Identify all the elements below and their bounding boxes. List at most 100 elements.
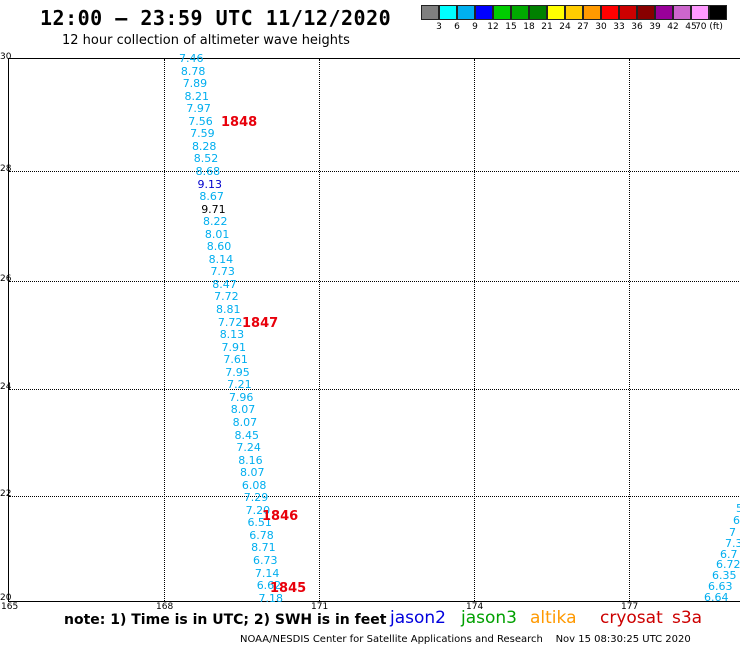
lon-gridline xyxy=(474,59,475,601)
scale-label: 45 xyxy=(685,22,697,32)
wave-height-value: 8.81 xyxy=(216,303,241,316)
wave-height-value: 6.72 xyxy=(716,558,740,571)
wave-height-value: 7.89 xyxy=(182,77,208,91)
wave-height-value: 8.47 xyxy=(212,277,237,291)
wave-height-value: 7.61 xyxy=(223,353,248,367)
scale-label: 3 xyxy=(436,22,442,32)
wave-height-value: 8.52 xyxy=(193,152,219,166)
scale-label: 12 xyxy=(487,22,499,32)
lat-label: 20 xyxy=(0,593,12,603)
legend-s3a: s3a xyxy=(672,608,703,628)
scale-swatch xyxy=(709,5,727,20)
wave-height-value: 7.46 xyxy=(179,52,204,65)
pass-label: 1845 xyxy=(270,581,307,596)
wave-height-value: 7.96 xyxy=(228,390,254,404)
scale-swatch xyxy=(601,5,619,20)
wave-height-value: 7.20 xyxy=(245,503,271,517)
lat-label: 22 xyxy=(0,489,12,499)
wave-height-value: 8.78 xyxy=(180,64,206,78)
units-note: note: 1) Time is in UTC; 2) SWH is in fe… xyxy=(64,612,387,628)
lat-label: 30 xyxy=(0,52,12,62)
scale-label: 39 xyxy=(649,22,661,32)
wave-height-value: 6 xyxy=(733,514,740,527)
scale-label: 6 xyxy=(454,22,460,32)
wave-height-value: 7.14 xyxy=(254,566,280,580)
wave-height-value: 9.71 xyxy=(201,202,226,216)
wave-height-value: 7.56 xyxy=(188,114,213,128)
wave-height-value: 8.13 xyxy=(219,328,245,342)
wave-height-value: 8.67 xyxy=(199,190,224,204)
scale-label: 18 xyxy=(523,22,535,32)
wave-height-value: 7.29 xyxy=(243,491,269,505)
pass-label: 1846 xyxy=(262,509,299,524)
wave-height-value: 7.73 xyxy=(210,265,235,279)
wave-height-value: 8.07 xyxy=(232,415,258,429)
footer-credit: NOAA/NESDIS Center for Satellite Applica… xyxy=(240,634,691,645)
scale-swatch xyxy=(439,5,457,20)
scale-swatch xyxy=(637,5,655,20)
lon-label: 177 xyxy=(621,602,639,612)
lat-gridline xyxy=(9,389,740,390)
wave-height-value: 8.60 xyxy=(206,240,232,254)
lat-gridline xyxy=(9,496,740,497)
scale-label: 24 xyxy=(559,22,571,32)
wave-height-value: 6.35 xyxy=(712,569,737,582)
credit-text: NOAA/NESDIS Center for Satellite Applica… xyxy=(240,634,543,645)
scale-label: 70 (ft) xyxy=(695,22,723,32)
wave-height-value: 8.07 xyxy=(240,466,265,480)
wave-height-value: 8.01 xyxy=(204,227,230,241)
lon-gridline xyxy=(319,59,320,601)
lon-label: 165 xyxy=(1,602,19,612)
map-plot-area xyxy=(8,58,740,602)
wave-height-value: 6.08 xyxy=(241,478,267,492)
timestamp-text: Nov 15 08:30:25 UTC 2020 xyxy=(555,634,691,645)
legend-altika: altika xyxy=(530,608,577,628)
scale-swatch xyxy=(475,5,493,20)
wave-height-value: 7.72 xyxy=(217,315,243,329)
color-scale xyxy=(421,5,727,20)
lon-label: 171 xyxy=(311,602,329,612)
scale-swatch xyxy=(547,5,565,20)
wave-height-value: 6.64 xyxy=(704,591,729,604)
wave-height-value: 5 xyxy=(736,502,740,515)
wave-height-value: 7 xyxy=(729,526,736,539)
legend-cryosat: cryosat xyxy=(600,608,663,628)
lat-label: 28 xyxy=(0,164,12,174)
scale-swatch xyxy=(655,5,673,20)
wave-height-value: 7.72 xyxy=(214,290,239,304)
scale-swatch xyxy=(511,5,529,20)
scale-swatch xyxy=(565,5,583,20)
pass-label: 1847 xyxy=(242,316,279,331)
scale-label: 33 xyxy=(613,22,625,32)
scale-label: 36 xyxy=(631,22,643,32)
wave-height-value: 6.62 xyxy=(256,579,282,593)
wave-height-value: 8.45 xyxy=(234,428,260,442)
wave-height-value: 7.3 xyxy=(725,537,740,550)
wave-height-value: 8.16 xyxy=(238,453,263,467)
scale-swatch xyxy=(673,5,691,20)
wave-height-value: 7.59 xyxy=(190,127,215,141)
scale-swatch xyxy=(493,5,511,20)
scale-swatch xyxy=(691,5,709,20)
wave-height-value: 7.21 xyxy=(227,378,252,392)
wave-height-value: 7.95 xyxy=(225,365,250,379)
scale-label: 42 xyxy=(667,22,679,32)
lon-label: 174 xyxy=(466,602,484,612)
legend-jason2: jason2 xyxy=(390,608,446,628)
scale-swatch xyxy=(457,5,475,20)
map-title: 12:00 – 23:59 UTC 11/12/2020 xyxy=(40,6,392,30)
wave-height-value: 8.68 xyxy=(195,164,221,178)
wave-height-value: 6.78 xyxy=(249,528,274,542)
lat-label: 26 xyxy=(0,274,12,284)
wave-height-value: 7.18 xyxy=(258,591,284,605)
map-subtitle: 12 hour collection of altimeter wave hei… xyxy=(62,33,350,48)
wave-height-value: 9.13 xyxy=(197,177,223,191)
wave-height-value: 6.7 xyxy=(720,548,738,561)
lon-gridline xyxy=(629,59,630,601)
lat-label: 24 xyxy=(0,382,12,392)
lat-gridline xyxy=(9,281,740,282)
wave-height-value: 8.07 xyxy=(230,403,256,417)
wave-height-value: 7.97 xyxy=(186,102,211,116)
wave-height-value: 8.14 xyxy=(208,252,234,266)
wave-height-value: 6.63 xyxy=(708,580,733,593)
